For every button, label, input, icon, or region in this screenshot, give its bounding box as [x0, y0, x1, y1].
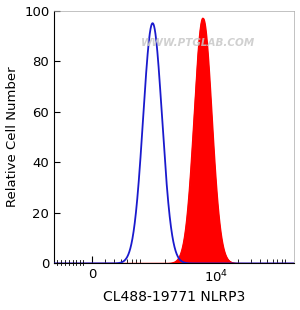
Text: WWW.PTGLAB.COM: WWW.PTGLAB.COM — [141, 38, 256, 48]
Y-axis label: Relative Cell Number: Relative Cell Number — [6, 67, 19, 207]
X-axis label: CL488-19771 NLRP3: CL488-19771 NLRP3 — [103, 290, 245, 304]
